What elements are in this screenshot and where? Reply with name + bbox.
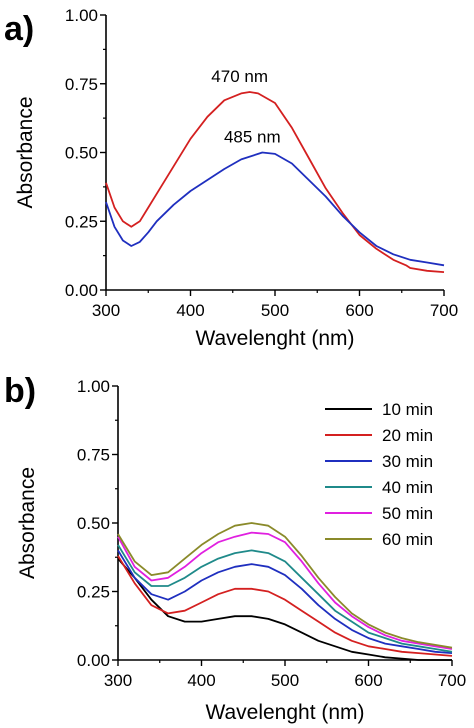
y-tick-label: 0.25	[77, 583, 110, 602]
x-tick-label: 500	[271, 671, 299, 690]
y-tick-label: 0.75	[77, 446, 110, 465]
x-tick-label: 700	[430, 301, 458, 320]
legend-label: 30 min	[382, 452, 433, 471]
x-tick-label: 500	[261, 301, 289, 320]
y-tick-label: 1.00	[77, 377, 110, 396]
y-axis-label: Absorbance	[14, 96, 37, 208]
x-tick-label: 600	[354, 671, 382, 690]
peak-annotation: 470 nm	[211, 67, 268, 86]
y-axis-label: Absorbance	[16, 467, 39, 579]
x-tick-label: 600	[345, 301, 373, 320]
series-line-40-min	[117, 544, 453, 653]
x-axis-label: Wavelenght (nm)	[195, 327, 354, 350]
y-tick-label: 0.50	[77, 514, 110, 533]
x-tick-label: 400	[176, 301, 204, 320]
legend-label: 10 min	[382, 400, 433, 419]
series-line-50-min	[117, 531, 453, 650]
series-line-20-min	[117, 555, 453, 657]
legend-label: 20 min	[382, 426, 433, 445]
panel-label: b)	[4, 372, 36, 410]
series-line-60-min	[117, 522, 453, 649]
y-tick-label: 1.00	[65, 6, 98, 25]
series-line-1	[105, 91, 445, 273]
y-tick-label: 0.00	[65, 281, 98, 300]
x-tick-label: 300	[104, 671, 132, 690]
y-tick-label: 0.75	[65, 75, 98, 94]
peak-annotation: 485 nm	[224, 128, 281, 147]
series-line-30-min	[117, 549, 453, 654]
y-tick-label: 0.00	[77, 651, 110, 670]
x-tick-label: 700	[438, 671, 466, 690]
y-tick-label: 0.50	[65, 144, 98, 163]
series-line-2	[105, 151, 445, 267]
x-axis-label: Wavelenght (nm)	[205, 701, 364, 724]
x-tick-label: 400	[187, 671, 215, 690]
series-line-10-min	[117, 558, 452, 661]
y-tick-label: 0.25	[65, 212, 98, 231]
panel-label: a)	[4, 10, 34, 48]
legend-label: 60 min	[382, 530, 433, 549]
legend-label: 50 min	[382, 504, 433, 523]
x-tick-label: 300	[92, 301, 120, 320]
legend-label: 40 min	[382, 478, 433, 497]
